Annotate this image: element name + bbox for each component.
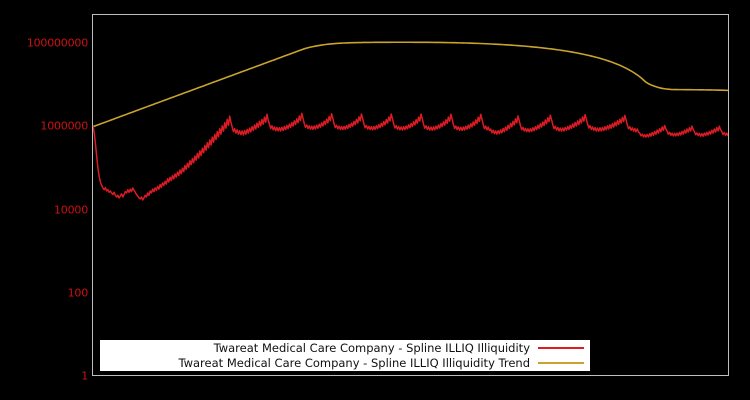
series-line-illiquidity bbox=[93, 112, 728, 201]
series-line-trend bbox=[93, 41, 728, 128]
series-group bbox=[93, 41, 728, 201]
y-tick-label-100000000: 100000000 bbox=[26, 36, 88, 50]
y-tick-label-10000: 10000 bbox=[54, 203, 88, 217]
y-tick-label-1: 1 bbox=[81, 369, 88, 383]
legend-item-illiquidity[interactable]: Twareat Medical Care Company - Spline IL… bbox=[100, 341, 584, 356]
legend-swatch-trend bbox=[538, 362, 584, 364]
plot-svg bbox=[93, 41, 728, 201]
legend-label-illiquidity: Twareat Medical Care Company - Spline IL… bbox=[213, 340, 530, 355]
chart-legend: Twareat Medical Care Company - Spline IL… bbox=[100, 340, 590, 371]
y-axis-tick-labels: 100000000 1000000 10000 100 1 bbox=[0, 0, 88, 400]
y-tick-label-1000000: 1000000 bbox=[40, 119, 88, 133]
plot-area bbox=[92, 14, 729, 376]
legend-label-trend: Twareat Medical Care Company - Spline IL… bbox=[178, 355, 530, 370]
y-tick-label-100: 100 bbox=[67, 286, 89, 300]
legend-item-trend[interactable]: Twareat Medical Care Company - Spline IL… bbox=[100, 356, 584, 371]
legend-swatch-illiquidity bbox=[538, 347, 584, 349]
